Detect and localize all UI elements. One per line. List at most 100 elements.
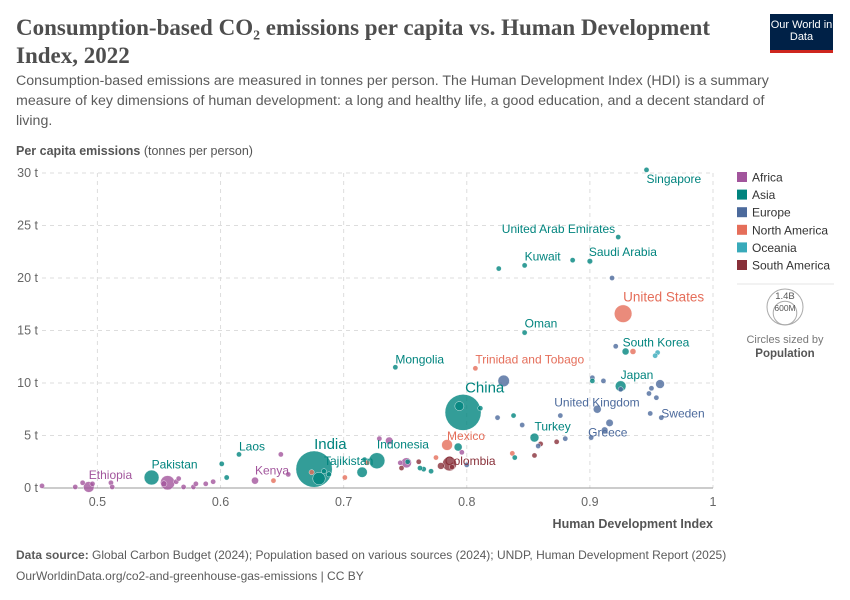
size-legend-value: 1.4B <box>775 291 795 302</box>
point-label: Indonesia <box>377 438 429 452</box>
chart-subtitle: Consumption-based emissions are measured… <box>16 73 769 129</box>
data-point <box>463 462 470 468</box>
data-point <box>417 465 423 471</box>
y-tick-label: 30 t <box>17 166 38 180</box>
data-point <box>449 464 455 470</box>
y-tick-label: 10 t <box>17 376 38 390</box>
data-point <box>655 379 665 389</box>
size-legend-circle-small <box>772 300 798 326</box>
data-point <box>519 422 525 428</box>
legend-label: Asia <box>752 188 776 202</box>
data-point <box>612 343 619 350</box>
data-point <box>236 451 242 458</box>
point-label: Mexico <box>447 429 485 443</box>
data-point <box>588 434 594 441</box>
data-point <box>495 265 502 272</box>
data-point <box>557 412 564 419</box>
point-label: United Kingdom <box>554 395 639 409</box>
point-label: United States <box>623 290 704 305</box>
data-point <box>511 454 518 461</box>
data-point <box>326 471 332 478</box>
data-point <box>364 459 370 466</box>
data-point <box>658 414 665 421</box>
data-point <box>392 364 399 371</box>
data-point <box>428 468 434 475</box>
data-point <box>356 466 368 478</box>
point-label: Saudi Arabia <box>589 245 657 259</box>
data-point <box>321 468 327 475</box>
point-label: Kuwait <box>525 249 562 263</box>
point-label: United Arab Emirates <box>502 222 615 236</box>
legend-label: Europe <box>752 206 791 220</box>
data-point <box>494 414 501 421</box>
legend-label: Oceania <box>752 241 797 255</box>
data-point <box>521 262 528 269</box>
data-point <box>368 452 386 469</box>
chart-title: Consumption-based CO₂ emissions per capi… <box>16 15 710 68</box>
data-point <box>593 405 602 414</box>
point-label: Trinidad and Tobago <box>475 352 584 366</box>
data-point <box>251 476 259 485</box>
x-axis-title: Human Development Index <box>553 517 713 531</box>
data-point <box>143 469 160 486</box>
data-point <box>477 405 484 412</box>
point-label: South Korea <box>623 336 690 350</box>
x-tick-label: 0.5 <box>89 495 106 509</box>
data-point <box>454 401 465 411</box>
data-point <box>109 484 115 490</box>
data-point <box>39 483 45 489</box>
y-tick-label: 0 t <box>24 481 38 495</box>
data-point <box>441 439 453 451</box>
data-point <box>308 469 315 476</box>
data-point <box>531 452 538 459</box>
data-point <box>605 419 614 427</box>
data-point <box>497 374 510 387</box>
data-point <box>218 461 225 467</box>
data-point <box>529 432 540 443</box>
x-tick-label: 0.7 <box>335 495 352 509</box>
data-point <box>535 443 541 449</box>
data-point <box>376 435 383 442</box>
data-point <box>397 459 404 466</box>
owid-logo[interactable]: Our World in Data <box>770 14 833 53</box>
data-point <box>615 234 621 240</box>
data-point <box>653 394 660 401</box>
data-point <box>609 275 615 281</box>
x-tick-label: 1 <box>710 495 717 509</box>
point-label: Greece <box>588 426 628 440</box>
data-point <box>569 257 576 263</box>
data-point <box>385 436 394 445</box>
x-tick-label: 0.8 <box>458 495 475 509</box>
source-url[interactable]: OurWorldinData.org/co2-and-greenhouse-ga… <box>16 569 364 583</box>
data-point <box>614 304 633 323</box>
y-tick-label: 15 t <box>17 324 38 338</box>
data-point <box>210 478 216 485</box>
data-point <box>398 465 405 471</box>
y-tick-label: 5 t <box>24 429 38 443</box>
x-tick-label: 0.9 <box>581 495 598 509</box>
data-point <box>472 365 479 372</box>
data-point <box>433 454 439 461</box>
data-point <box>617 386 624 393</box>
data-point <box>621 347 630 356</box>
legend-swatch-asia <box>737 189 747 200</box>
data-source-text: Global Carbon Budget (2024); Population … <box>92 548 727 562</box>
data-point <box>270 477 277 484</box>
y-tick-label: 20 t <box>17 271 38 285</box>
point-label: Kenya <box>255 464 289 478</box>
data-point <box>521 329 528 336</box>
size-legend-title: Circles sized by <box>746 334 824 346</box>
point-label: Japan <box>621 368 654 382</box>
data-point <box>180 484 187 490</box>
data-source: Data source: Global Carbon Budget (2024)… <box>16 548 726 562</box>
legend-swatch-africa <box>737 172 747 182</box>
data-point <box>586 258 593 265</box>
data-point <box>647 410 654 417</box>
data-point <box>342 474 348 481</box>
data-point <box>415 458 422 465</box>
data-point <box>510 412 517 419</box>
data-point <box>89 480 96 487</box>
data-point <box>652 352 658 359</box>
size-legend-value: 600M <box>774 303 795 313</box>
